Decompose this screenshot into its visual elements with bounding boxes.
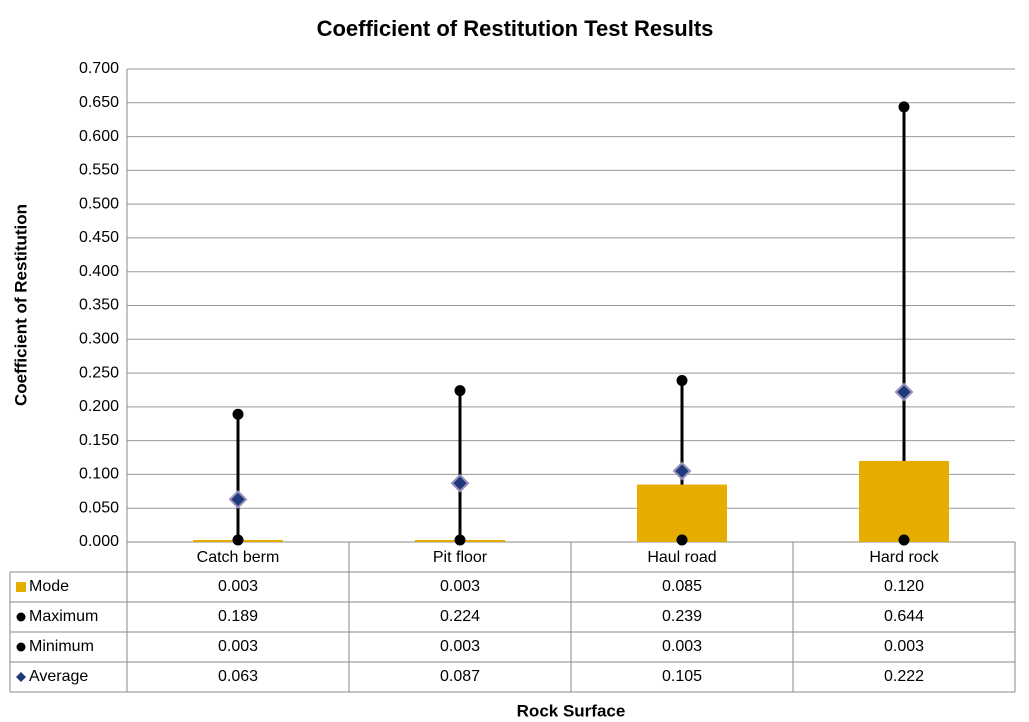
legend-label: Average [29, 668, 88, 685]
bar [859, 460, 949, 542]
table-value: 0.003 [440, 638, 480, 655]
y-axis-label: Coefficient of Restitution [11, 204, 30, 406]
y-tick-label: 0.200 [79, 398, 119, 415]
dot-marker [454, 385, 466, 397]
y-tick-label: 0.150 [79, 432, 119, 449]
table-value: 0.063 [218, 668, 258, 685]
bar [637, 484, 727, 542]
y-tick-label: 0.350 [79, 297, 119, 314]
table-value: 0.003 [218, 578, 258, 595]
table-value: 0.003 [218, 638, 258, 655]
y-tick-label: 0.450 [79, 229, 119, 246]
y-tick-label: 0.100 [79, 466, 119, 483]
table-value: 0.003 [662, 638, 702, 655]
average-marker [672, 461, 692, 481]
dot-marker [676, 375, 688, 387]
y-tick-label: 0.500 [79, 195, 119, 212]
y-tick-label: 0.400 [79, 263, 119, 280]
legend-label: Minimum [29, 638, 94, 655]
y-tick-label: 0.700 [79, 60, 119, 77]
table-value: 0.120 [884, 578, 924, 595]
table-value: 0.003 [440, 578, 480, 595]
table-value: 0.189 [218, 608, 258, 625]
y-tick-label: 0.600 [79, 128, 119, 145]
average-marker [894, 382, 914, 402]
table-value: 0.105 [662, 668, 702, 685]
y-tick-label: 0.300 [79, 331, 119, 348]
legend-label: Maximum [29, 608, 98, 625]
y-tick-label: 0.050 [79, 499, 119, 516]
table-value: 0.003 [884, 638, 924, 655]
x-tick-label: Pit floor [433, 549, 488, 566]
average-marker [228, 490, 248, 509]
table-value: 0.224 [440, 608, 480, 625]
legend-symbol [16, 582, 26, 592]
chart-title: Coefficient of Restitution Test Results [317, 16, 714, 41]
dot-marker [898, 534, 910, 546]
y-tick-label: 0.250 [79, 364, 119, 381]
legend-symbol [16, 612, 26, 622]
legend-symbol [16, 672, 26, 682]
legend-symbol [16, 642, 26, 652]
table-value: 0.222 [884, 668, 924, 685]
y-tick-label: 0.000 [79, 533, 119, 550]
x-tick-label: Hard rock [869, 549, 939, 566]
table-value: 0.644 [884, 608, 924, 625]
y-tick-label: 0.650 [79, 94, 119, 111]
x-tick-label: Haul road [647, 549, 716, 566]
dot-marker [898, 101, 910, 113]
dot-marker [232, 534, 244, 546]
dot-marker [454, 534, 466, 546]
x-axis-label: Rock Surface [517, 701, 626, 720]
legend-label: Mode [29, 578, 69, 595]
dot-marker [676, 534, 688, 546]
dot-marker [232, 408, 244, 420]
x-tick-label: Catch berm [197, 549, 280, 566]
average-marker [450, 473, 470, 493]
table-value: 0.239 [662, 608, 702, 625]
y-tick-label: 0.550 [79, 162, 119, 179]
table-value: 0.085 [662, 578, 702, 595]
table-value: 0.087 [440, 668, 480, 685]
